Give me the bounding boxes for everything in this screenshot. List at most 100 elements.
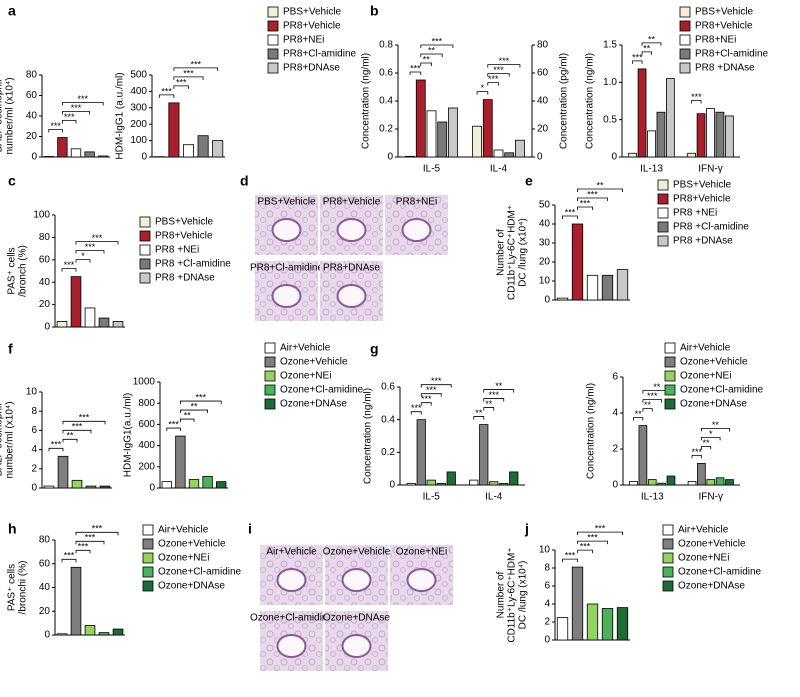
significance-label: ** bbox=[596, 180, 604, 190]
significance-bracket bbox=[75, 241, 119, 245]
significance-bracket bbox=[483, 407, 495, 411]
image-caption: PR8+DNAse bbox=[323, 263, 380, 274]
y-tick-label: 2 bbox=[544, 617, 550, 628]
airway bbox=[336, 284, 367, 308]
significance-label: *** bbox=[411, 403, 422, 413]
y-tick-label: 0.4 bbox=[381, 414, 395, 425]
significance-label: *** bbox=[176, 77, 187, 87]
legend-label: Ozone+DNAse bbox=[280, 399, 347, 410]
y-axis-label: number/ml (x10⁴) bbox=[5, 77, 16, 154]
y-tick-label: 0 bbox=[389, 480, 395, 491]
y-axis-label: DC /lung (x10⁴) bbox=[518, 561, 529, 630]
significance-bracket bbox=[483, 389, 515, 393]
y-tick-label: 300 bbox=[130, 102, 147, 113]
significance-label: ** bbox=[475, 408, 483, 418]
bar bbox=[509, 471, 519, 486]
significance-bracket bbox=[641, 51, 652, 55]
significance-label: *** bbox=[595, 523, 606, 533]
legend-swatch bbox=[267, 48, 279, 60]
bar bbox=[43, 156, 54, 158]
legend-label: Air+Vehicle bbox=[678, 525, 729, 536]
significance-label: *** bbox=[79, 413, 90, 423]
y-tick-label: 1.0 bbox=[603, 77, 617, 88]
legend-label: Ozone+NEi bbox=[158, 553, 209, 564]
legend-label: PBS+Vehicle bbox=[283, 7, 342, 18]
y-tick-label: 0 bbox=[31, 152, 37, 163]
y-tick-label: 80 bbox=[39, 232, 51, 243]
bar bbox=[175, 435, 186, 489]
bar bbox=[601, 274, 614, 301]
significance-bracket bbox=[410, 411, 422, 415]
significance-label: ** bbox=[648, 34, 656, 44]
bar bbox=[687, 152, 696, 158]
bar bbox=[70, 566, 82, 636]
x-tick-label: IFN-γ bbox=[699, 492, 723, 503]
bar bbox=[637, 68, 647, 158]
legend-label: Air+Vehicle bbox=[280, 343, 331, 354]
significance-bracket bbox=[577, 206, 593, 210]
significance-bracket bbox=[158, 94, 175, 98]
bar bbox=[656, 111, 666, 158]
y-tick-label: 30 bbox=[539, 238, 551, 249]
significance-bracket bbox=[420, 384, 452, 388]
y-tick-label: 0 bbox=[612, 480, 618, 491]
significance-bracket bbox=[642, 408, 653, 412]
y-tick-label: 0 bbox=[387, 152, 393, 163]
y-tick-label: 60 bbox=[39, 254, 51, 265]
bar bbox=[657, 482, 666, 486]
bar bbox=[482, 99, 493, 158]
significance-label: *** bbox=[72, 422, 83, 432]
bar bbox=[493, 149, 504, 158]
significance-label: ** bbox=[190, 401, 198, 411]
legend-swatch bbox=[267, 6, 279, 18]
significance-label: *** bbox=[410, 63, 421, 73]
y-tick-label: 40 bbox=[26, 111, 38, 122]
legend-swatch bbox=[264, 342, 276, 354]
significance-label: ** bbox=[66, 431, 74, 441]
bar bbox=[556, 297, 569, 301]
y-tick-label: 6 bbox=[612, 372, 618, 383]
legend-swatch bbox=[267, 62, 279, 74]
panel-label: d bbox=[240, 173, 249, 189]
legend-label: PBS+Vehicle bbox=[673, 180, 732, 191]
bar bbox=[629, 480, 638, 486]
bar bbox=[98, 155, 109, 158]
legend-label: Ozone+Cl-amidine bbox=[678, 567, 762, 578]
legend-label: PR8 +DNAse bbox=[673, 236, 733, 247]
legend-swatch bbox=[142, 524, 154, 536]
significance-bracket bbox=[691, 100, 702, 104]
legend-label: Ozone+NEi bbox=[678, 553, 729, 564]
y-tick-label: 0 bbox=[149, 483, 155, 494]
bar bbox=[202, 475, 213, 489]
legend-label: Ozone+Vehicle bbox=[158, 539, 226, 550]
bar bbox=[406, 482, 416, 486]
y-tick-label: 100 bbox=[33, 210, 50, 221]
y-axis-label: Concentration (ng/ml) bbox=[586, 383, 597, 479]
legend-label: PR8+NEi bbox=[695, 35, 736, 46]
legend-swatch bbox=[662, 524, 674, 536]
bar bbox=[56, 633, 68, 636]
legend-swatch bbox=[662, 566, 674, 578]
significance-bracket bbox=[577, 531, 623, 536]
legend-label: Air+Vehicle bbox=[158, 525, 209, 536]
bar bbox=[586, 274, 599, 301]
bar bbox=[697, 462, 706, 486]
image-caption: PR8+NEi bbox=[396, 197, 437, 208]
y-tick-label: 50 bbox=[539, 200, 551, 211]
y-axis-label: Concentration (ng/ml) bbox=[363, 388, 374, 484]
bar bbox=[725, 479, 734, 486]
legend-swatch bbox=[664, 370, 676, 382]
y-tick-label: 600 bbox=[138, 419, 155, 430]
significance-label: *** bbox=[196, 392, 207, 402]
y-tick-label: 0 bbox=[544, 295, 550, 306]
legend-swatch bbox=[657, 221, 669, 233]
significance-label: *** bbox=[580, 198, 591, 208]
bar bbox=[98, 317, 110, 328]
legend-swatch bbox=[664, 398, 676, 410]
significance-label: *** bbox=[587, 532, 598, 542]
significance-bracket bbox=[691, 455, 702, 459]
y-tick-label: 10 bbox=[539, 545, 551, 556]
significance-label: *** bbox=[92, 524, 103, 534]
significance-label: *** bbox=[92, 233, 103, 243]
y-tick-label: 40 bbox=[539, 219, 551, 230]
